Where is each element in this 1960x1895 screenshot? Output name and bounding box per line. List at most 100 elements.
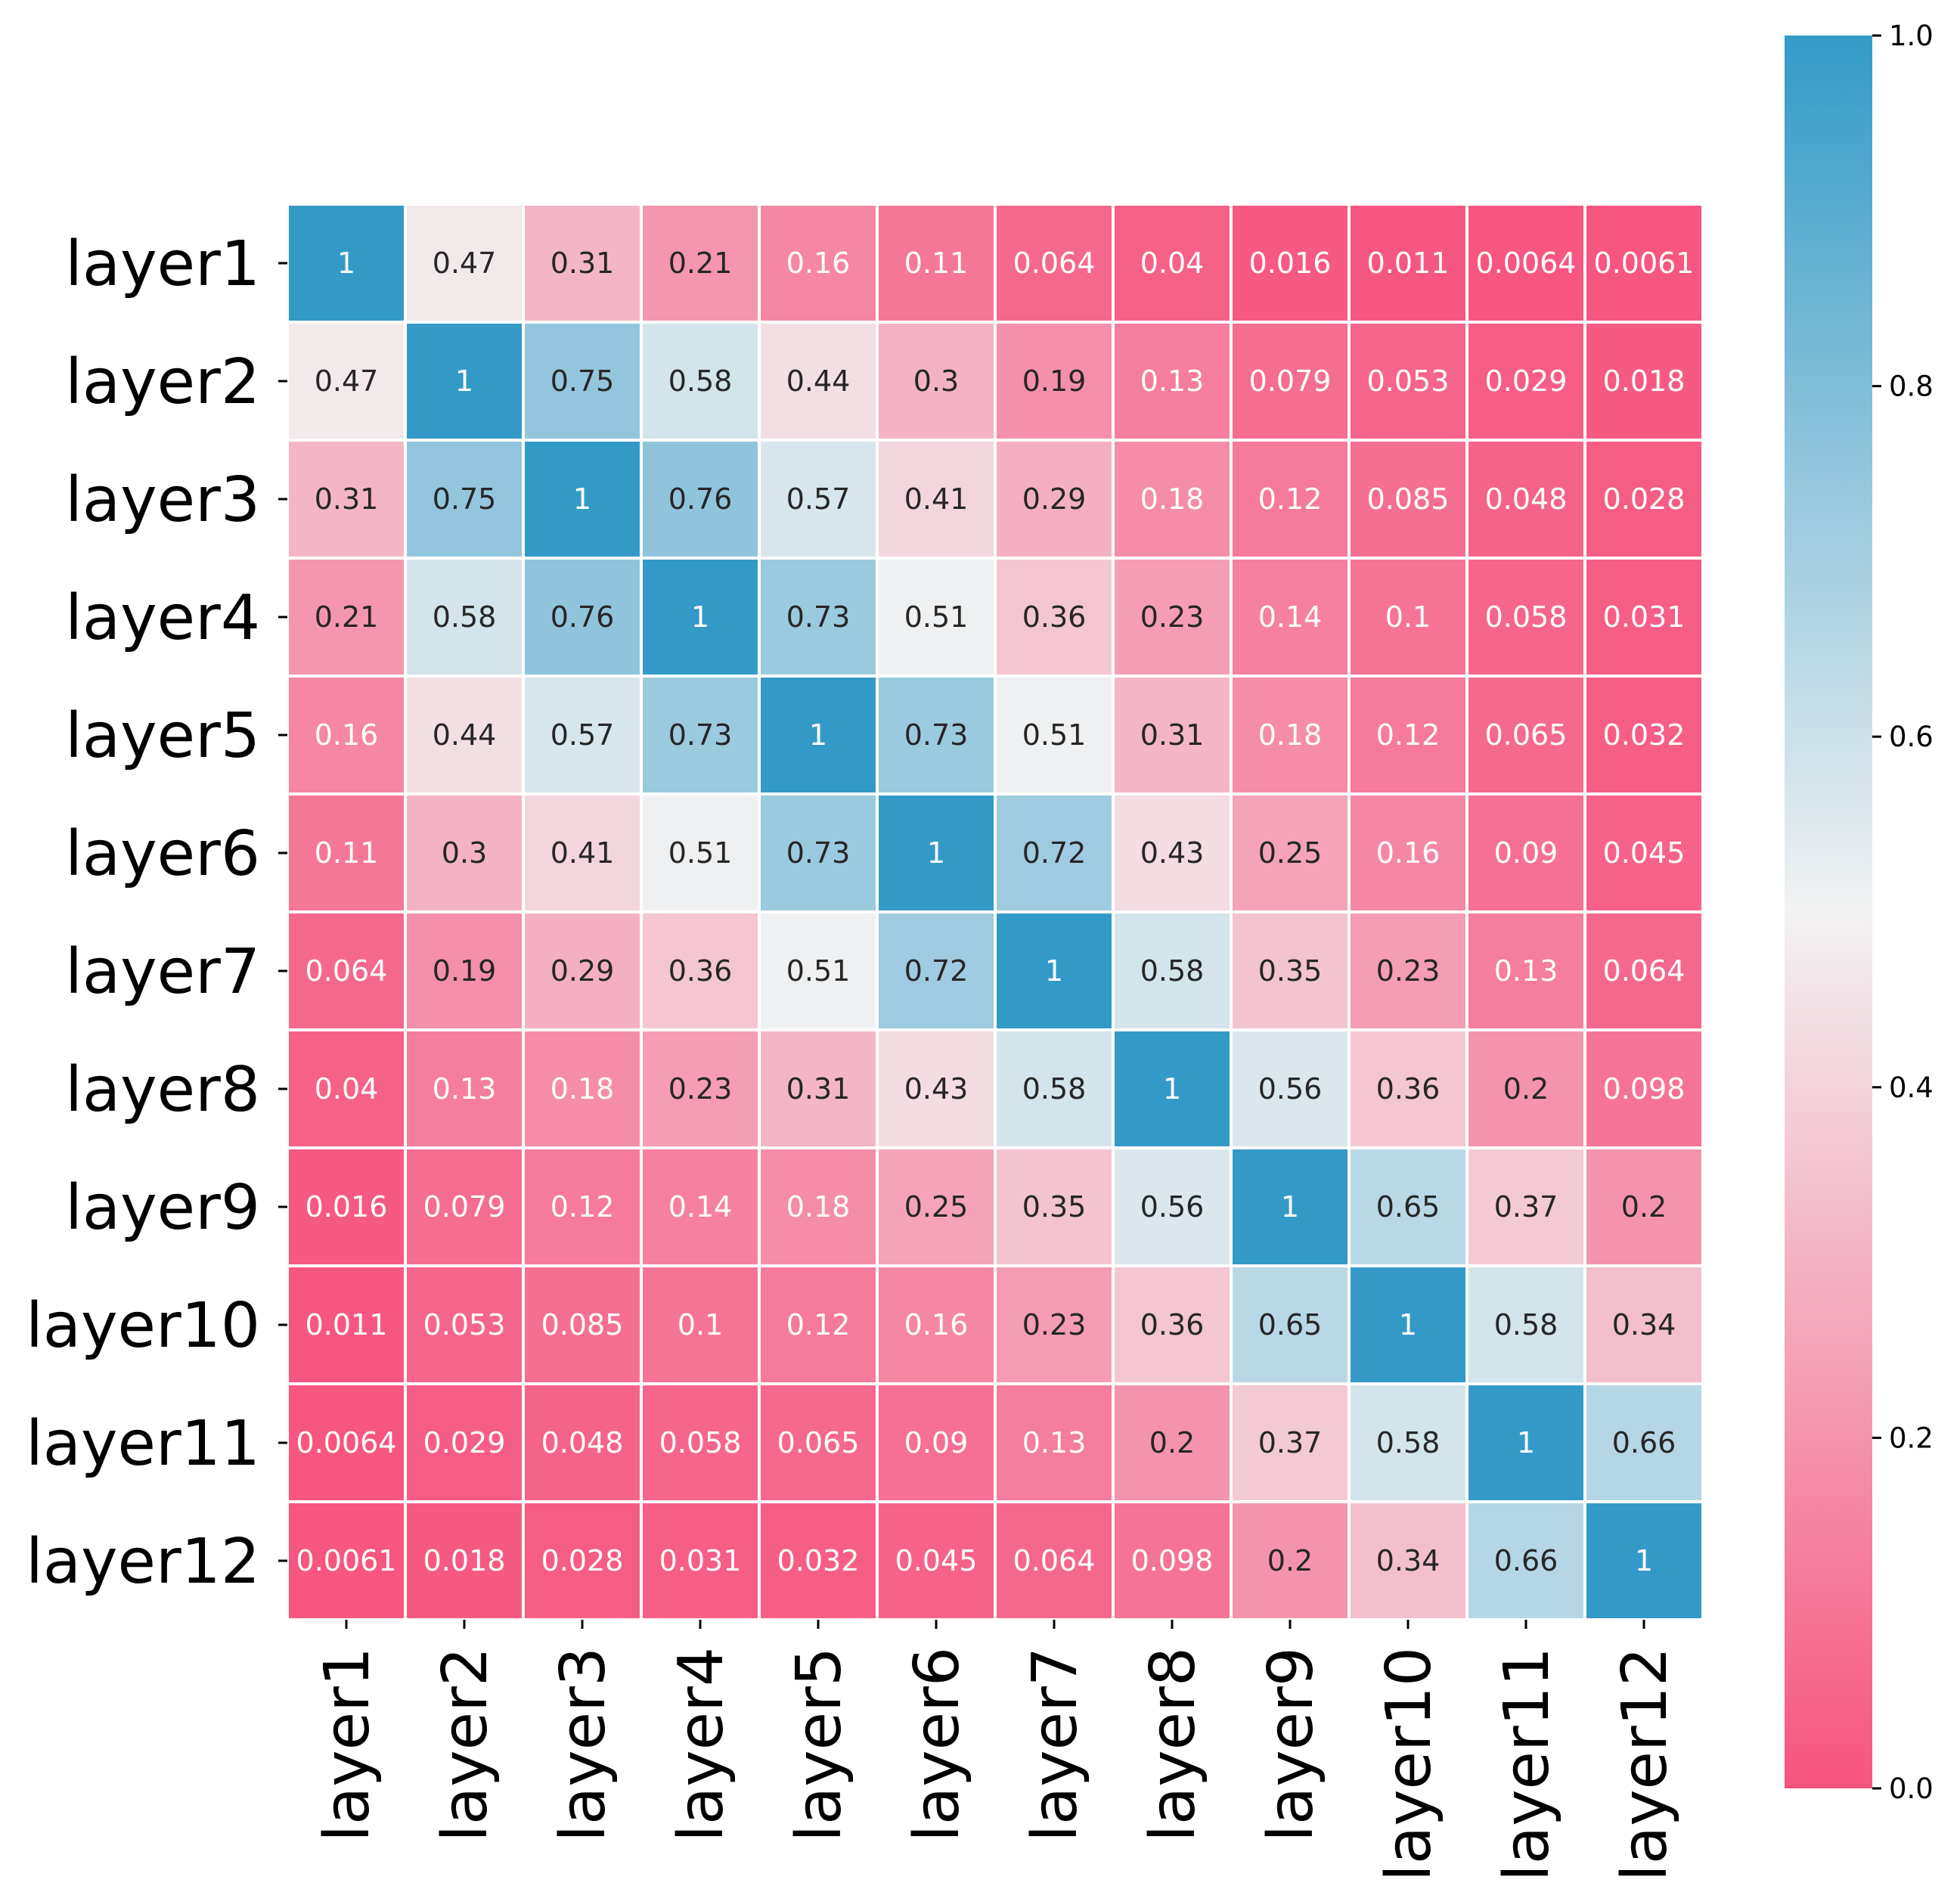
heatmap-cell-label: 0.032 <box>777 1544 860 1577</box>
heatmap-cell-label: 0.57 <box>786 482 851 516</box>
heatmap-cell-label: 0.18 <box>1258 718 1323 752</box>
heatmap-cell-label: 1 <box>927 836 945 870</box>
heatmap-cell-label: 1 <box>1517 1426 1535 1459</box>
heatmap-cell <box>640 1264 761 1385</box>
heatmap-cell <box>522 1382 643 1503</box>
heatmap-cell-label: 1 <box>691 600 709 634</box>
heatmap-cell <box>1112 203 1233 324</box>
heatmap-cell <box>1583 1028 1704 1149</box>
heatmap-cell-label: 0.58 <box>668 364 733 398</box>
heatmap-cell <box>1112 1146 1233 1267</box>
heatmap-cell-label: 0.13 <box>1140 364 1205 398</box>
heatmap-cell-label: 0.028 <box>1603 482 1686 516</box>
heatmap-cell <box>1348 1500 1468 1621</box>
heatmap-cell <box>1230 1146 1351 1267</box>
heatmap-cell-label: 1 <box>1399 1308 1417 1341</box>
heatmap-cell <box>758 321 879 442</box>
heatmap-cell-label: 0.37 <box>1258 1426 1323 1459</box>
heatmap-cell-label: 0.011 <box>305 1308 388 1341</box>
heatmap-cell <box>1112 1382 1233 1503</box>
heatmap-cell <box>1230 557 1351 678</box>
heatmap-cell-label: 0.12 <box>786 1308 851 1341</box>
heatmap-cell <box>994 910 1115 1031</box>
colorbar-rect <box>1785 36 1872 1788</box>
x-tick-label: layer7 <box>1019 1647 1091 1842</box>
heatmap-cell <box>286 1382 407 1503</box>
heatmap-cell-label: 0.065 <box>777 1426 860 1459</box>
heatmap-cell-label: 0.058 <box>1485 600 1568 634</box>
heatmap-cell-label: 0.36 <box>1022 600 1087 634</box>
heatmap-cell <box>1465 910 1586 1031</box>
heatmap-cell <box>1583 1264 1704 1385</box>
heatmap-cell-label: 0.13 <box>1022 1426 1087 1459</box>
heatmap-cell-label: 0.43 <box>904 1072 969 1106</box>
heatmap-cell-label: 0.58 <box>433 600 497 634</box>
heatmap-cell <box>876 321 997 442</box>
heatmap-cell-label: 0.032 <box>1603 718 1686 752</box>
x-axis: layer1 layer2 layer3 layer4 layer5 layer6 laye… <box>312 1620 1681 1881</box>
heatmap-cell <box>404 675 525 796</box>
heatmap-cell <box>286 792 407 913</box>
y-axis: layer1 layer2 layer3 layer4 layer5 layer6 laye… <box>26 228 287 1598</box>
heatmap-cell <box>1348 792 1468 913</box>
heatmap-cell <box>404 1382 525 1503</box>
heatmap-cell <box>640 1028 761 1149</box>
heatmap-cell-label: 0.29 <box>550 954 615 988</box>
heatmap-cell-label: 0.58 <box>1022 1072 1087 1106</box>
y-tick-label: layer2 <box>65 346 260 418</box>
heatmap-cell <box>1583 557 1704 678</box>
heatmap-cell-label: 0.0061 <box>1594 247 1695 280</box>
heatmap-cell-label: 0.23 <box>668 1072 733 1106</box>
heatmap-cell <box>640 557 761 678</box>
heatmap-cell-label: 0.56 <box>1258 1072 1323 1106</box>
heatmap-cell-label: 0.064 <box>1013 247 1096 280</box>
heatmap-cell <box>286 1028 407 1149</box>
heatmap-cell-label: 0.14 <box>1258 600 1323 634</box>
heatmap-cell <box>994 675 1115 796</box>
heatmap-cell-label: 0.085 <box>1367 482 1450 516</box>
heatmap-cell <box>286 910 407 1031</box>
colorbar-tick-label: 1.0 <box>1889 20 1934 52</box>
heatmap-cell <box>1348 203 1468 324</box>
heatmap-cell-label: 0.21 <box>315 600 379 634</box>
heatmap-cell-label: 1 <box>1163 1072 1181 1106</box>
heatmap-cell-label: 0.12 <box>550 1190 615 1224</box>
heatmap-cell <box>758 675 879 796</box>
heatmap-cell-label: 0.56 <box>1140 1190 1205 1224</box>
heatmap-cell <box>1465 1500 1586 1621</box>
heatmap-cell-label: 0.73 <box>904 718 969 752</box>
heatmap-cell-label: 0.19 <box>433 954 497 988</box>
heatmap-cell-label: 0.18 <box>1140 482 1205 516</box>
x-tick-label: layer11 <box>1491 1647 1563 1881</box>
heatmap-cell-label: 0.35 <box>1258 954 1323 988</box>
heatmap-cell-label: 0.12 <box>1376 718 1441 752</box>
heatmap-cell <box>876 203 997 324</box>
heatmap-cell-label: 0.079 <box>423 1190 506 1224</box>
y-tick-label: layer10 <box>26 1290 260 1362</box>
heatmap-cell-label: 0.16 <box>786 247 851 280</box>
heatmap-cell <box>404 1146 525 1267</box>
heatmap-cell <box>640 439 761 560</box>
heatmap-cell <box>1465 1146 1586 1267</box>
heatmap-cell <box>1583 203 1704 324</box>
heatmap-cell-label: 1 <box>337 247 355 280</box>
heatmap-cell-label: 0.58 <box>1376 1426 1441 1459</box>
heatmap-cell-label: 0.31 <box>315 482 379 516</box>
heatmap-cell <box>522 1146 643 1267</box>
x-tick-label: layer5 <box>783 1647 855 1842</box>
heatmap-cell <box>876 910 997 1031</box>
heatmap-cell <box>1230 910 1351 1031</box>
heatmap-cell <box>758 1028 879 1149</box>
colorbar-tick-label: 0.2 <box>1889 1422 1934 1454</box>
heatmap-cell-label: 0.064 <box>305 954 388 988</box>
colorbar-tick-label: 0.8 <box>1889 371 1934 403</box>
heatmap-cell-label: 0.29 <box>1022 482 1087 516</box>
x-tick-label: layer10 <box>1373 1647 1445 1881</box>
heatmap-cell <box>640 1382 761 1503</box>
heatmap-cell <box>404 321 525 442</box>
heatmap-cell-label: 0.16 <box>1376 836 1441 870</box>
heatmap-cell-label: 0.1 <box>678 1308 723 1341</box>
colorbar-ticks: 0.0 0.2 0.4 0.6 0.8 1.0 <box>1872 20 1934 1805</box>
heatmap-cell <box>1583 1500 1704 1621</box>
heatmap-cell <box>1348 321 1468 442</box>
